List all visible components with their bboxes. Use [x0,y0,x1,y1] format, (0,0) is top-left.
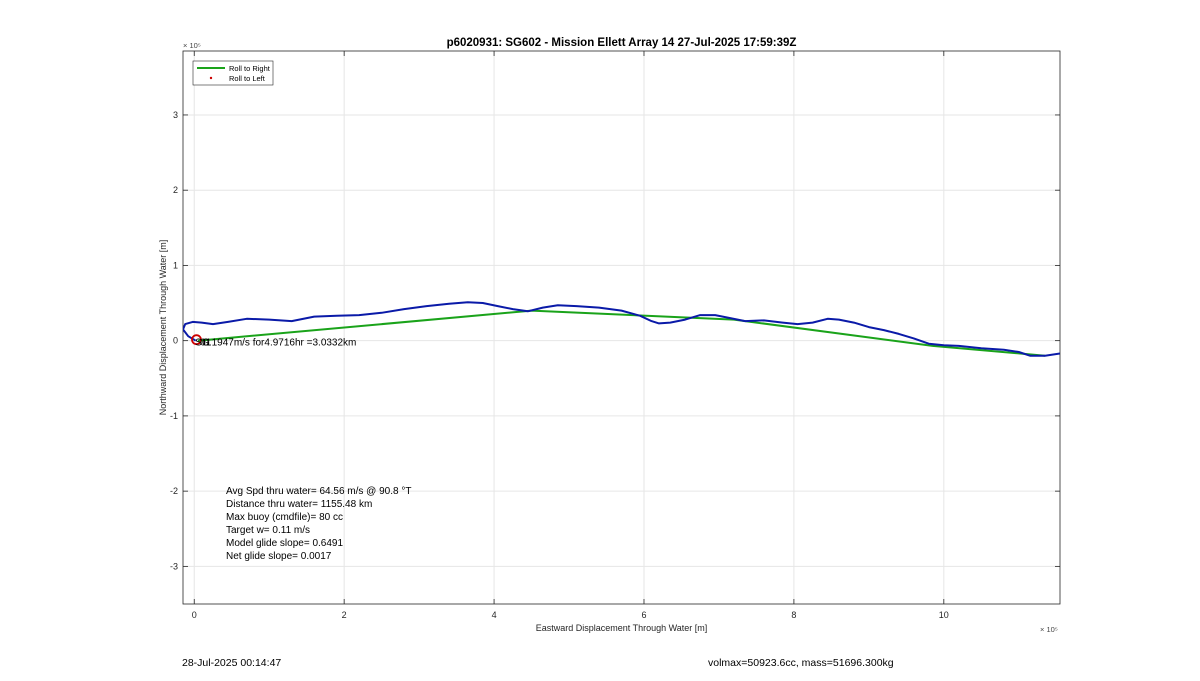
y-exponent-label: × 10⁵ [183,41,201,50]
start-label-01: 01 [200,338,212,349]
y-tick-label: 2 [173,185,178,195]
series-line-track [183,301,1060,357]
x-tick-label: 2 [342,610,347,620]
start-label-sg: SG [195,338,210,349]
y-tick-label: -2 [170,486,178,496]
y-axis-label: Northward Displacement Through Water [m] [158,240,168,416]
y-tick-label: -1 [170,411,178,421]
x-tick-label: 10 [939,610,949,620]
y-tick-label: 3 [173,110,178,120]
footer-vol-mass: volmax=50923.6cc, mass=51696.300kg [708,657,894,669]
stats-line: Max buoy (cmdfile)= 80 cc [226,512,343,523]
y-tick-label: 0 [173,336,178,346]
legend-label-roll-right: Roll to Right [229,64,271,73]
y-tick-label: 1 [173,260,178,270]
x-tick-label: 6 [641,610,646,620]
footer-timestamp: 28-Jul-2025 00:14:47 [182,657,282,669]
x-tick-label: 8 [791,610,796,620]
stats-line: Model glide slope= 0.6491 [226,538,343,549]
legend-box [192,60,274,86]
stats-line: Net glide slope= 0.0017 [226,551,332,562]
y-tick-label: -3 [170,561,178,571]
start-marker [191,334,202,346]
chart-title: p6020931: SG602 - Mission Ellett Array 1… [447,37,797,49]
stats-line: Distance thru water= 1155.48 km [226,499,372,510]
legend-swatch-roll-left [209,76,213,80]
x-tick-label: 4 [492,610,497,620]
legend-label-roll-left: Roll to Left [229,74,266,83]
x-tick-label: 0 [192,610,197,620]
x-axis-label: Eastward Displacement Through Water [m] [536,623,708,633]
stats-line: Target w= 0.11 m/s [226,525,310,536]
stats-line: Avg Spd thru water= 64.56 m/s @ 90.8 °T [226,486,411,497]
track-annotation: 0.1947m/s for4.9716hr =3.0332km [203,338,356,349]
axes-background [183,51,1060,604]
x-exponent-label: × 10⁵ [1040,625,1058,634]
